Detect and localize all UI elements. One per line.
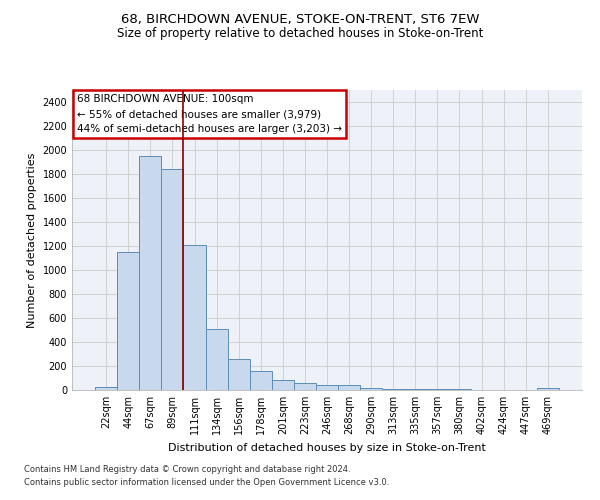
Bar [139,156,161,390]
Bar [184,245,206,390]
Text: 68 BIRCHDOWN AVENUE: 100sqm
← 55% of detached houses are smaller (3,979)
44% of : 68 BIRCHDOWN AVENUE: 100sqm ← 55% of det… [77,94,342,134]
Bar [161,169,184,390]
Bar [338,386,360,390]
Bar [272,380,294,390]
Y-axis label: Number of detached properties: Number of detached properties [27,152,37,328]
Bar [117,252,139,390]
Bar [227,359,250,390]
Bar [316,386,338,390]
Text: Size of property relative to detached houses in Stoke-on-Trent: Size of property relative to detached ho… [117,28,483,40]
Bar [250,372,272,390]
Text: 68, BIRCHDOWN AVENUE, STOKE-ON-TRENT, ST6 7EW: 68, BIRCHDOWN AVENUE, STOKE-ON-TRENT, ST… [121,12,479,26]
Bar [537,388,559,390]
Bar [360,388,382,390]
X-axis label: Distribution of detached houses by size in Stoke-on-Trent: Distribution of detached houses by size … [168,442,486,452]
Text: Contains public sector information licensed under the Open Government Licence v3: Contains public sector information licen… [24,478,389,487]
Text: Contains HM Land Registry data © Crown copyright and database right 2024.: Contains HM Land Registry data © Crown c… [24,466,350,474]
Bar [206,329,227,390]
Bar [382,389,404,390]
Bar [95,387,117,390]
Bar [294,384,316,390]
